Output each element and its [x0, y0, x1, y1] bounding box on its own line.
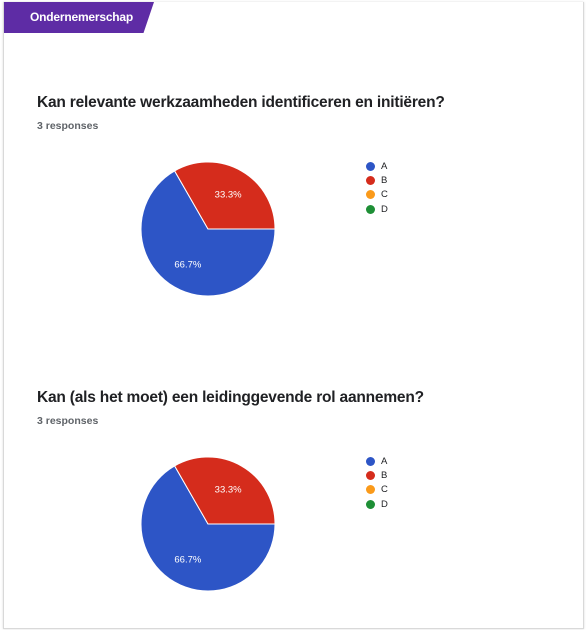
- question-title: Kan (als het moet) een leidinggevende ro…: [37, 389, 424, 406]
- legend-label: A: [381, 160, 388, 172]
- legend-dot-icon: [366, 456, 375, 466]
- legend-label: B: [381, 174, 388, 186]
- responses-count: 3 responses: [37, 415, 99, 427]
- pie-slice-b[interactable]: [173, 456, 276, 525]
- legend-item-a: A: [366, 454, 388, 468]
- pie-chart: 66.7% 33.3%: [140, 161, 276, 297]
- section-tag: Ondernemerschap: [4, 2, 154, 33]
- slice-data-label: 33.3%: [215, 190, 242, 201]
- legend-label: C: [381, 484, 388, 496]
- legend-dot-icon: [366, 204, 375, 214]
- legend-dot-icon: [366, 499, 375, 509]
- legend-label: D: [381, 498, 388, 510]
- legend-item-c: C: [366, 188, 388, 202]
- legend-label: B: [381, 469, 388, 481]
- responses-count: 3 responses: [37, 120, 99, 132]
- legend-item-b: B: [366, 468, 388, 482]
- legend-label: D: [381, 203, 388, 215]
- legend-item-d: D: [366, 497, 388, 511]
- pie-chart: 66.7% 33.3%: [140, 456, 276, 592]
- legend-dot-icon: [366, 175, 375, 185]
- legend-item-a: A: [366, 159, 388, 173]
- slice-data-label: 66.7%: [174, 554, 201, 565]
- slice-data-label: 66.7%: [174, 259, 201, 270]
- legend-dot-icon: [366, 485, 375, 495]
- pie-slice-b[interactable]: [173, 161, 276, 230]
- question-title: Kan relevante werkzaamheden identificere…: [37, 94, 445, 111]
- legend-label: A: [381, 455, 388, 467]
- slice-data-label: 33.3%: [215, 485, 242, 496]
- legend-item-b: B: [366, 173, 388, 187]
- legend-dot-icon: [366, 161, 375, 171]
- legend-dot-icon: [366, 470, 375, 480]
- legend-item-c: C: [366, 483, 388, 497]
- legend-item-d: D: [366, 202, 388, 216]
- legend-label: C: [381, 189, 388, 201]
- pie-slice-a[interactable]: [140, 465, 276, 592]
- pie-slice-a[interactable]: [140, 170, 276, 297]
- summary-card: Ondernemerschap Kan relevante werkzaamhe…: [3, 2, 584, 629]
- legend-dot-icon: [366, 190, 375, 200]
